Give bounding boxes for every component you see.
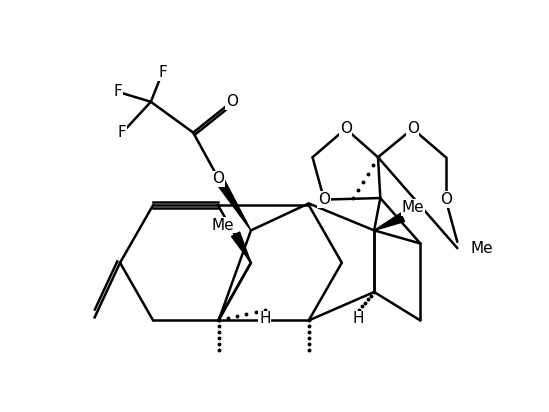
Text: O: O [340, 121, 352, 136]
Text: F: F [158, 65, 167, 80]
Text: O: O [318, 192, 330, 207]
Text: H: H [353, 311, 365, 326]
Polygon shape [232, 232, 251, 263]
Text: H: H [259, 311, 271, 326]
Text: O: O [212, 171, 225, 186]
Text: O: O [440, 192, 452, 207]
Text: O: O [226, 94, 238, 109]
Text: F: F [113, 84, 122, 99]
Text: Me: Me [211, 218, 234, 232]
Text: Me: Me [401, 200, 424, 215]
Polygon shape [374, 213, 405, 230]
Text: F: F [118, 125, 127, 140]
Text: O: O [407, 121, 419, 136]
Polygon shape [215, 176, 251, 230]
Text: Me: Me [470, 241, 493, 255]
